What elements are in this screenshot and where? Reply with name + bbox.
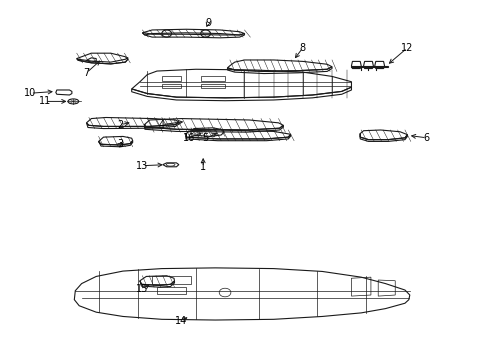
Text: 3: 3 — [117, 139, 123, 149]
Text: 14: 14 — [175, 316, 187, 326]
Text: 6: 6 — [423, 133, 429, 143]
Text: 4: 4 — [159, 120, 164, 130]
Text: 12: 12 — [400, 43, 413, 53]
Text: 5: 5 — [202, 133, 208, 143]
Text: 10: 10 — [24, 88, 37, 98]
Text: 2: 2 — [117, 120, 123, 130]
Text: 1: 1 — [200, 162, 206, 172]
Text: 16: 16 — [182, 133, 194, 143]
Text: 8: 8 — [299, 43, 305, 53]
Text: 9: 9 — [204, 18, 211, 28]
Text: 15: 15 — [136, 284, 148, 294]
Text: 7: 7 — [83, 68, 89, 78]
Text: 13: 13 — [136, 161, 148, 171]
Text: 11: 11 — [39, 96, 51, 107]
